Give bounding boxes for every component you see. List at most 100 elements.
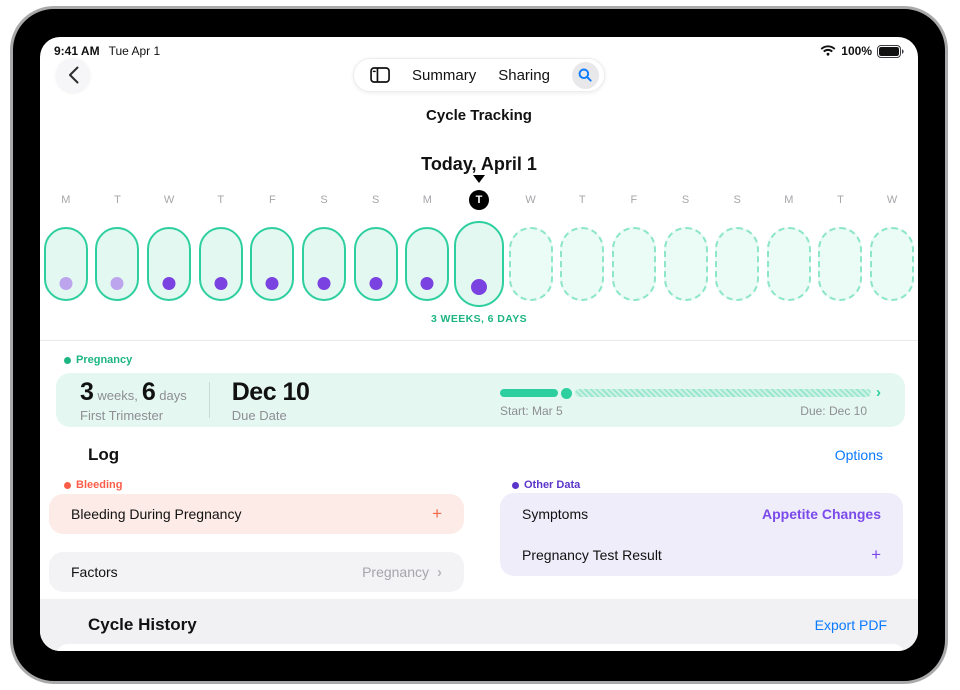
- day-marker-future: [508, 227, 553, 301]
- back-button[interactable]: [56, 58, 90, 92]
- day-column[interactable]: T: [92, 191, 144, 313]
- screen: 9:41 AM Tue Apr 1 100% Sum: [40, 37, 918, 651]
- wifi-icon: [820, 45, 836, 57]
- day-letter: F: [269, 194, 276, 206]
- day-column[interactable]: W: [505, 191, 557, 313]
- day-column[interactable]: T: [556, 191, 608, 313]
- day-letter: M: [784, 194, 794, 206]
- bleeding-card: Bleeding During Pregnancy +: [49, 494, 464, 534]
- chevron-right-icon: ›: [876, 384, 881, 401]
- day-column[interactable]: W: [143, 191, 195, 313]
- progress-elapsed-bar: [500, 389, 558, 397]
- day-marker-future: [560, 227, 605, 301]
- factors-value: Pregnancy: [362, 564, 429, 580]
- day-letter: T: [217, 194, 225, 206]
- day-marker-past: [353, 227, 398, 301]
- pregnancy-dot-icon: [64, 356, 71, 364]
- tab-summary[interactable]: Summary: [412, 66, 477, 84]
- today-letter-badge: T: [468, 190, 489, 210]
- export-pdf-link[interactable]: Export PDF: [814, 617, 887, 633]
- factors-card: Factors Pregnancy ›: [49, 552, 464, 592]
- weeks-value: 3: [80, 377, 94, 406]
- pregnancy-duration-label: 3 WEEKS, 6 DAYS: [430, 313, 528, 325]
- day-column[interactable]: S: [660, 191, 712, 313]
- status-date: Tue Apr 1: [108, 44, 161, 58]
- day-letter: W: [886, 194, 898, 206]
- day-letter: T: [114, 194, 121, 206]
- day-column[interactable]: S: [711, 191, 763, 313]
- day-letter: W: [163, 194, 175, 206]
- day-column[interactable]: W: [866, 191, 918, 313]
- battery-percent: 100%: [841, 44, 872, 58]
- day-marker-past: [302, 227, 347, 301]
- day-marker-past: [43, 227, 88, 301]
- log-entry-dot: [59, 277, 73, 290]
- day-column[interactable]: S: [350, 191, 402, 313]
- day-column[interactable]: M: [401, 191, 453, 313]
- cycle-history-card: [56, 644, 905, 651]
- symptoms-row[interactable]: Symptoms Appetite Changes: [500, 493, 903, 534]
- section-divider: [40, 340, 918, 341]
- pregnancy-test-row[interactable]: Pregnancy Test Result +: [500, 534, 903, 575]
- bleeding-item-label: Bleeding During Pregnancy: [71, 506, 242, 522]
- day-column[interactable]: S: [298, 191, 350, 313]
- day-marker-future: [611, 227, 656, 301]
- log-entry-dot: [369, 277, 383, 290]
- cycle-history-heading: Cycle History: [88, 615, 197, 634]
- bleeding-during-pregnancy-row[interactable]: Bleeding During Pregnancy +: [49, 494, 464, 534]
- tab-sharing[interactable]: Sharing: [498, 66, 550, 84]
- chevron-right-icon: ›: [437, 563, 442, 581]
- day-column[interactable]: F: [247, 191, 299, 313]
- add-pregnancy-test-icon[interactable]: +: [871, 544, 881, 564]
- due-date-label: Due Date: [231, 407, 287, 423]
- add-bleeding-icon[interactable]: +: [432, 504, 442, 523]
- other-data-dot-icon: [512, 481, 519, 489]
- log-entry-dot: [420, 277, 434, 290]
- progress-remaining-track: [575, 389, 871, 397]
- day-marker-past: [405, 227, 450, 301]
- day-column[interactable]: T: [815, 191, 867, 313]
- ipad-bezel: 9:41 AM Tue Apr 1 100% Sum: [10, 6, 948, 684]
- log-entry-dot: [110, 277, 124, 290]
- pregnancy-summary-card[interactable]: 3 weeks, 6 days First Trimester Dec 10 D…: [56, 373, 905, 427]
- log-entry-dot: [162, 277, 176, 290]
- day-column[interactable]: M: [40, 191, 92, 313]
- stat-divider: [208, 382, 210, 418]
- factors-row[interactable]: Factors Pregnancy ›: [49, 552, 464, 592]
- day-marker-past: [250, 227, 295, 301]
- pregnancy-stats: 3 weeks, 6 days First Trimester Dec 10 D…: [56, 373, 310, 427]
- bleeding-dot-icon: [64, 481, 71, 489]
- status-bar: 9:41 AM Tue Apr 1 100%: [40, 39, 918, 63]
- day-letter: T: [837, 194, 844, 206]
- today-pointer-icon: [472, 175, 485, 183]
- day-letter: M: [422, 194, 432, 206]
- today-heading: Today, April 1: [421, 154, 537, 174]
- days-value: 6: [141, 377, 156, 406]
- day-marker-future: [870, 227, 915, 301]
- day-letter: W: [525, 194, 536, 206]
- log-entry-dot: [470, 279, 487, 295]
- day-marker-past: [95, 227, 140, 301]
- day-column-today[interactable]: T: [453, 175, 505, 313]
- sidebar-toggle-icon[interactable]: [370, 67, 390, 83]
- day-letter: F: [630, 194, 638, 206]
- day-column[interactable]: F: [608, 191, 660, 313]
- options-link[interactable]: Options: [834, 447, 883, 463]
- search-icon: [578, 68, 592, 82]
- day-letter: S: [371, 194, 380, 206]
- weeks-unit: weeks,: [97, 387, 138, 403]
- log-entry-dot: [214, 277, 228, 290]
- trimester-label: First Trimester: [80, 407, 164, 423]
- day-column[interactable]: M: [763, 191, 815, 313]
- search-button[interactable]: [571, 61, 599, 89]
- progress-current-marker: [561, 387, 572, 399]
- day-column[interactable]: T: [195, 191, 247, 313]
- day-letter: S: [681, 194, 690, 206]
- day-letter: S: [320, 194, 328, 206]
- symptoms-value: Appetite Changes: [761, 505, 881, 522]
- day-marker-past: [198, 227, 243, 301]
- due-date-value: Dec 10: [231, 377, 310, 406]
- chevron-left-icon: [68, 66, 79, 84]
- pregnancy-progress[interactable]: › Start: Mar 5 Due: Dec 10: [500, 384, 881, 418]
- progress-due-caption: Due: Dec 10: [800, 404, 867, 418]
